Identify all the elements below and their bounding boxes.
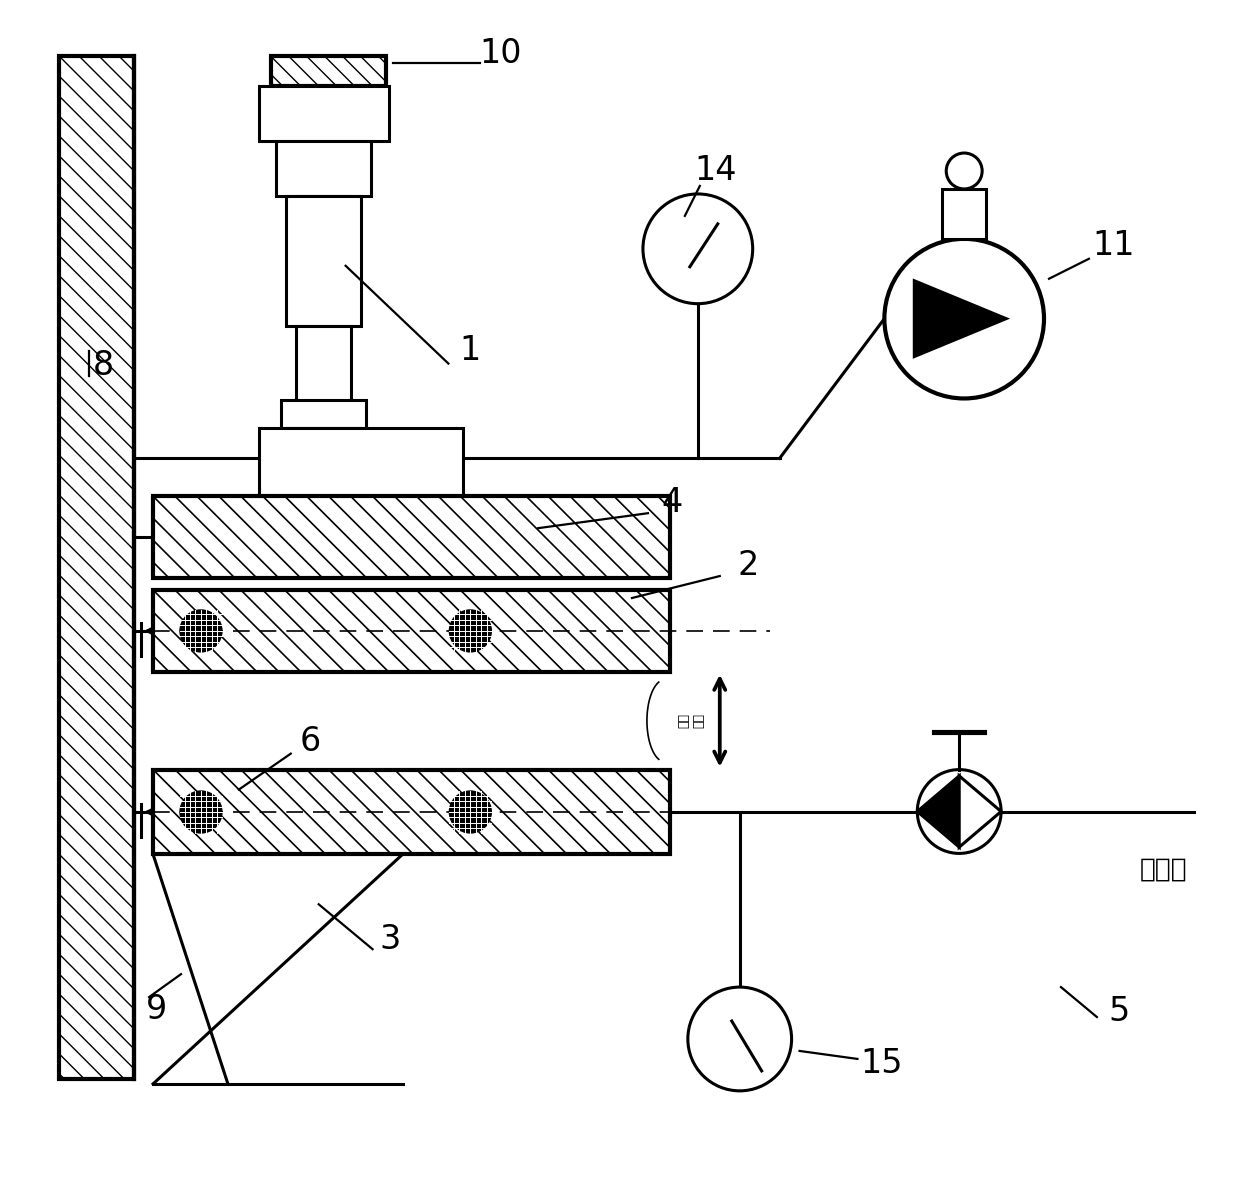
Bar xyxy=(153,769,670,854)
Text: 14: 14 xyxy=(694,154,737,188)
Bar xyxy=(259,428,464,496)
Text: 1: 1 xyxy=(460,334,481,367)
Text: 11: 11 xyxy=(1092,230,1135,262)
Bar xyxy=(270,56,386,86)
Text: 4: 4 xyxy=(661,486,682,519)
Circle shape xyxy=(884,239,1044,398)
Text: 3: 3 xyxy=(379,922,402,956)
Bar xyxy=(280,401,366,428)
Bar xyxy=(153,496,670,578)
Bar xyxy=(259,86,388,141)
Text: 8: 8 xyxy=(93,349,114,382)
Bar xyxy=(296,325,351,405)
Circle shape xyxy=(449,791,491,832)
Bar xyxy=(285,196,361,325)
Circle shape xyxy=(644,194,753,304)
Bar xyxy=(60,56,134,1079)
Text: 高压水: 高压水 xyxy=(1140,856,1188,883)
Polygon shape xyxy=(914,281,1006,356)
Circle shape xyxy=(918,769,1001,854)
Circle shape xyxy=(180,791,222,832)
Text: 15: 15 xyxy=(861,1048,903,1080)
Text: 6: 6 xyxy=(300,725,321,758)
Text: 2: 2 xyxy=(737,549,759,581)
Circle shape xyxy=(688,987,791,1091)
Text: 10: 10 xyxy=(479,37,522,69)
Circle shape xyxy=(946,153,982,189)
Bar xyxy=(942,189,986,239)
Text: 5: 5 xyxy=(1109,995,1130,1027)
Polygon shape xyxy=(960,776,1001,847)
Polygon shape xyxy=(918,776,960,847)
Text: 9: 9 xyxy=(145,993,166,1025)
Text: 螺旋
弹簧: 螺旋 弹簧 xyxy=(678,713,706,728)
Circle shape xyxy=(180,610,222,652)
Circle shape xyxy=(449,610,491,652)
Bar xyxy=(153,590,670,672)
Bar xyxy=(275,141,371,196)
